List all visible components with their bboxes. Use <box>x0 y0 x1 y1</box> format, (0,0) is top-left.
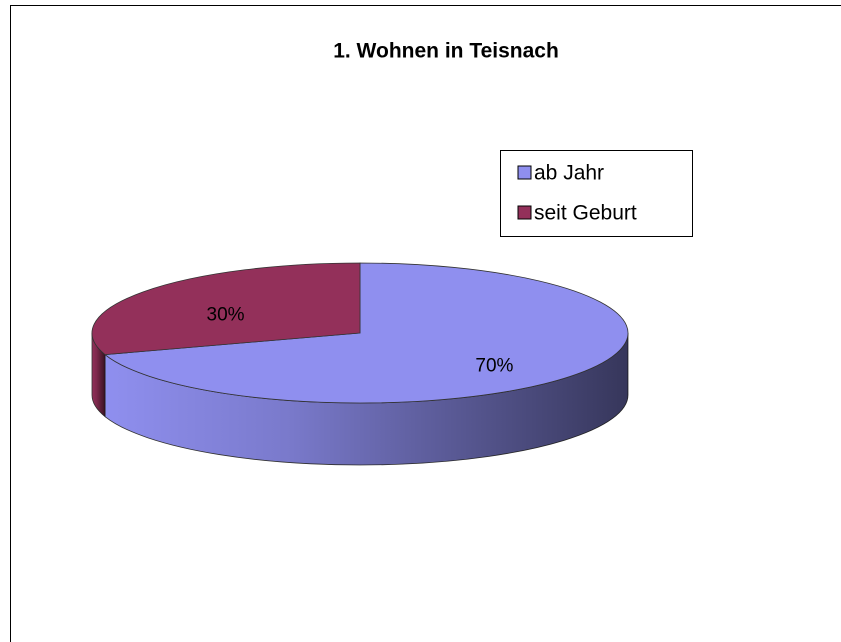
legend-label: ab Jahr <box>534 162 604 185</box>
legend-swatch <box>517 165 532 180</box>
side-shading <box>92 333 106 417</box>
legend-label: seit Geburt <box>534 202 637 225</box>
chart-title: 1. Wohnen in Teisnach <box>333 40 559 63</box>
legend-swatch <box>517 205 532 220</box>
chart-frame <box>10 5 841 642</box>
data-label: 30% <box>207 305 245 326</box>
legend-box <box>500 150 693 237</box>
data-label: 70% <box>475 356 513 377</box>
pie-slice <box>104 262 629 404</box>
side-shading <box>105 333 629 465</box>
pie-slice <box>91 262 361 356</box>
